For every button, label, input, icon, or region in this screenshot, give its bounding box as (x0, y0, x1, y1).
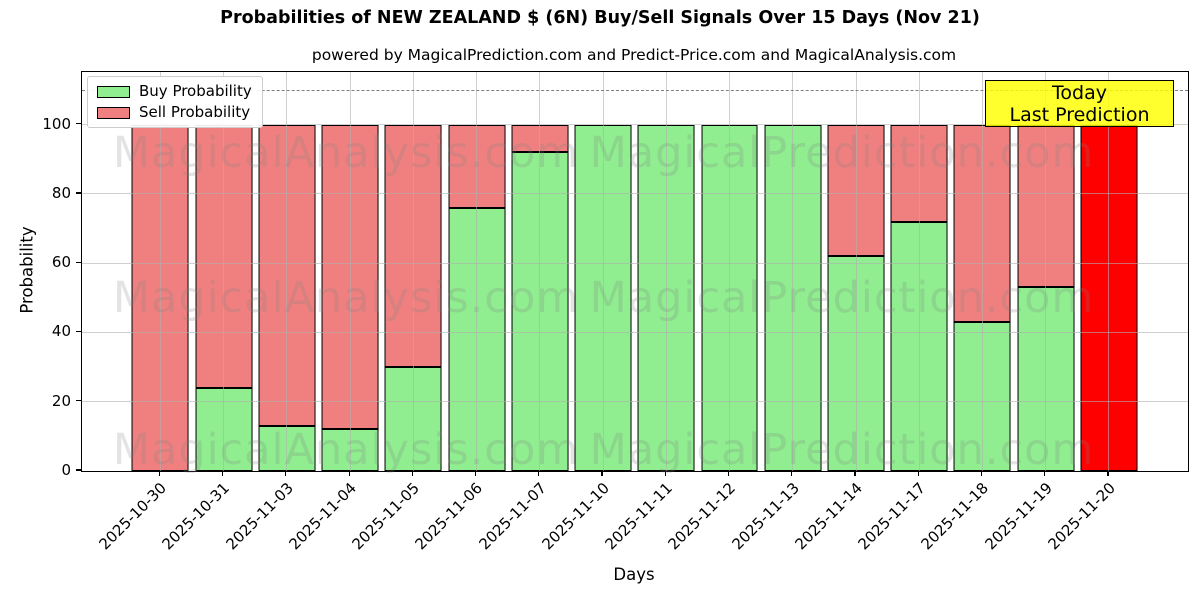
y-tickmark (76, 330, 81, 333)
gridline-vertical (918, 72, 920, 471)
x-tick-label: 2025-11-20 (1044, 479, 1119, 554)
watermark-prediction: MagicalPrediction.com (589, 273, 1095, 323)
y-tick-label: 20 (51, 391, 71, 410)
y-tick-label: 80 (51, 183, 71, 202)
x-tickmark (1107, 471, 1109, 476)
x-tickmark (538, 471, 540, 476)
x-tickmark (285, 471, 287, 476)
x-tick-label: 2025-10-30 (95, 479, 171, 554)
gridline-vertical (1045, 72, 1047, 471)
y-tick-label: 40 (51, 322, 71, 341)
x-tick-label: 2025-11-05 (348, 479, 424, 554)
gridline-vertical (792, 72, 794, 471)
gridline-vertical (1108, 72, 1110, 471)
x-tick-label: 2025-11-19 (981, 479, 1056, 554)
x-tickmark (664, 471, 666, 476)
watermark-analysis: MagicalAnalysis.com (112, 128, 580, 178)
legend: Buy Probability Sell Probability (87, 76, 263, 128)
gridline-vertical (539, 72, 541, 471)
x-tick-label: 2025-11-12 (664, 479, 740, 554)
x-tickmark (158, 471, 160, 476)
dashed-threshold-line (82, 90, 1188, 92)
x-axis-label: Days (613, 565, 655, 584)
x-tick-label: 2025-11-13 (728, 479, 803, 554)
gridline-vertical (412, 72, 414, 471)
x-tick-label: 2025-11-14 (791, 479, 866, 554)
chart-title: Probabilities of NEW ZEALAND $ (6N) Buy/… (220, 8, 980, 28)
x-tickmark (980, 471, 983, 476)
today-annotation-line1: Today (1052, 82, 1107, 104)
today-annotation: Today Last Prediction (985, 80, 1174, 127)
buy-color-swatch (97, 85, 130, 98)
x-tickmark (791, 471, 793, 476)
plot-area: MagicalAnalysis.com MagicalPrediction.com… (81, 71, 1189, 475)
x-tickmark (222, 471, 224, 476)
x-tick-label: 2025-11-04 (285, 479, 360, 554)
x-tickmark (854, 471, 856, 476)
watermark-analysis: MagicalAnalysis.com (112, 425, 580, 475)
x-tickmark (348, 471, 350, 476)
gridline-horizontal (82, 262, 1188, 264)
x-tick-label: 2025-11-07 (475, 479, 550, 554)
y-tick-label: 60 (51, 253, 71, 272)
y-tickmark (76, 400, 81, 402)
x-tickmark (727, 471, 730, 476)
sell-color-swatch (97, 106, 130, 119)
gridline-vertical (223, 72, 225, 471)
x-tickmark (1044, 471, 1046, 476)
x-tick-label: 2025-11-11 (601, 479, 677, 554)
y-tickmark (76, 192, 81, 194)
gridline-vertical (476, 72, 478, 471)
legend-item-sell: Sell Probability (97, 105, 252, 120)
x-tickmark (474, 471, 477, 476)
legend-item-buy: Buy Probability (97, 84, 252, 99)
today-annotation-line2: Last Prediction (1009, 104, 1150, 126)
x-tick-label: 2025-11-17 (854, 479, 929, 554)
x-tick-label: 2025-11-06 (411, 479, 487, 554)
y-tickmark (76, 123, 81, 125)
gridline-vertical (286, 72, 288, 471)
x-tickmark (917, 471, 919, 476)
chart-subtitle: powered by MagicalPrediction.com and Pre… (311, 46, 957, 64)
gridline-vertical (349, 72, 351, 471)
y-tick-label: 0 (61, 461, 71, 479)
gridline-vertical (665, 72, 667, 471)
gridline-vertical (855, 72, 857, 471)
x-tickmark (601, 471, 603, 476)
watermark-prediction: MagicalPrediction.com (589, 128, 1095, 178)
gridline-horizontal (82, 401, 1188, 403)
x-tick-label: 2025-10-31 (159, 479, 234, 554)
x-tickmark (411, 471, 413, 476)
gridline-horizontal (82, 124, 1188, 126)
legend-label-buy: Buy Probability (139, 82, 252, 100)
gridline-horizontal (82, 331, 1188, 333)
gridline-vertical (602, 72, 604, 471)
x-tick-label: 2025-11-10 (538, 479, 613, 554)
gridline-vertical (729, 72, 731, 471)
watermark-prediction: MagicalPrediction.com (589, 425, 1095, 475)
y-tickmark (76, 261, 81, 263)
gridline-vertical (159, 72, 161, 471)
gridline-vertical (981, 72, 983, 471)
watermark-analysis: MagicalAnalysis.com (112, 273, 580, 323)
legend-label-sell: Sell Probability (139, 103, 251, 121)
y-tick-label: 100 (42, 114, 71, 133)
x-tick-label: 2025-11-18 (917, 479, 993, 554)
x-tick-label: 2025-11-03 (222, 479, 297, 554)
gridline-horizontal (82, 193, 1188, 195)
y-tickmark (76, 469, 81, 471)
